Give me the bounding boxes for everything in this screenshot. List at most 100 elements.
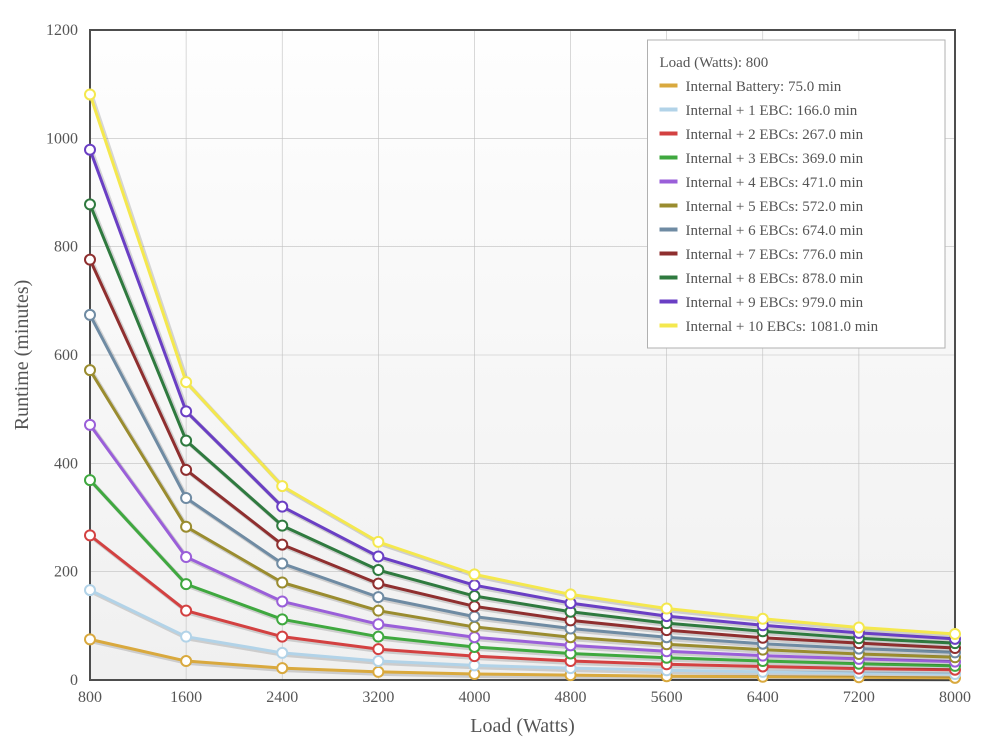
series-marker <box>85 89 95 99</box>
series-marker <box>277 663 287 673</box>
series-marker <box>181 493 191 503</box>
series-marker <box>469 632 479 642</box>
legend-swatch <box>660 276 678 280</box>
legend-item-label: Internal + 2 EBCs: 267.0 min <box>686 127 864 143</box>
x-tick-label: 7200 <box>843 689 875 706</box>
series-marker <box>469 612 479 622</box>
series-marker <box>373 565 383 575</box>
series-marker <box>373 667 383 677</box>
series-marker <box>469 569 479 579</box>
legend-swatch <box>660 300 678 304</box>
y-tick-label: 1000 <box>46 130 78 147</box>
y-tick-label: 0 <box>70 672 78 689</box>
series-marker <box>469 622 479 632</box>
series-marker <box>181 522 191 532</box>
series-marker <box>469 580 479 590</box>
series-marker <box>277 521 287 531</box>
series-marker <box>277 502 287 512</box>
series-marker <box>277 632 287 642</box>
series-marker <box>373 592 383 602</box>
series-marker <box>566 589 576 599</box>
x-tick-label: 5600 <box>651 689 683 706</box>
x-tick-label: 4800 <box>555 689 587 706</box>
series-marker <box>85 530 95 540</box>
legend-item-label: Internal + 4 EBCs: 471.0 min <box>686 175 864 191</box>
series-marker <box>181 377 191 387</box>
series-marker <box>85 585 95 595</box>
series-marker <box>277 596 287 606</box>
legend-item-label: Internal + 10 EBCs: 1081.0 min <box>686 319 879 335</box>
legend-swatch <box>660 324 678 328</box>
legend-item-label: Internal + 8 EBCs: 878.0 min <box>686 271 864 287</box>
series-marker <box>277 559 287 569</box>
y-axis-label: Runtime (minutes) <box>11 280 33 431</box>
legend-item-label: Internal Battery: 75.0 min <box>686 79 842 95</box>
x-tick-label: 4000 <box>458 689 490 706</box>
series-marker <box>373 537 383 547</box>
legend-item-label: Internal + 7 EBCs: 776.0 min <box>686 247 864 263</box>
chart-svg: 800 1600 2400 3200 4000 4800 5600 6400 7200 8000 0… <box>0 0 1000 750</box>
y-tick-label: 400 <box>54 455 78 472</box>
series-marker <box>277 540 287 550</box>
series-marker <box>662 604 672 614</box>
series-marker <box>277 481 287 491</box>
legend-title: Load (Watts): 800 <box>660 55 769 71</box>
series-marker <box>277 578 287 588</box>
series-marker <box>758 614 768 624</box>
series-marker <box>373 579 383 589</box>
legend-swatch <box>660 84 678 88</box>
series-marker <box>181 606 191 616</box>
legend-swatch <box>660 228 678 232</box>
series-marker <box>85 475 95 485</box>
series-marker <box>373 552 383 562</box>
series-marker <box>85 145 95 155</box>
series-marker <box>469 591 479 601</box>
series-marker <box>181 579 191 589</box>
x-tick-label: 1600 <box>170 689 202 706</box>
series-marker <box>373 656 383 666</box>
legend-swatch <box>660 132 678 136</box>
runtime-chart: 800 1600 2400 3200 4000 4800 5600 6400 7200 8000 0… <box>0 0 1000 750</box>
legend-swatch <box>660 108 678 112</box>
legend-swatch <box>660 252 678 256</box>
series-marker <box>469 601 479 611</box>
x-axis-label: Load (Watts) <box>470 715 574 737</box>
series-marker <box>181 552 191 562</box>
x-tick-label: 3200 <box>362 689 394 706</box>
legend-item-label: Internal + 1 EBC: 166.0 min <box>686 103 858 119</box>
series-marker <box>469 642 479 652</box>
y-tick-label: 1200 <box>46 22 78 39</box>
series-marker <box>181 632 191 642</box>
x-tick-label: 6400 <box>747 689 779 706</box>
series-marker <box>85 255 95 265</box>
series-marker <box>85 420 95 430</box>
legend-swatch <box>660 204 678 208</box>
x-tick-label: 2400 <box>266 689 298 706</box>
y-tick-label: 600 <box>54 347 78 364</box>
legend-item-label: Internal + 3 EBCs: 369.0 min <box>686 151 864 167</box>
y-tick-label: 800 <box>54 239 78 256</box>
x-tick-label: 800 <box>78 689 102 706</box>
series-marker <box>85 199 95 209</box>
legend-item-label: Internal + 6 EBCs: 674.0 min <box>686 223 864 239</box>
series-marker <box>181 656 191 666</box>
series-marker <box>277 614 287 624</box>
series-marker <box>950 629 960 639</box>
y-tick-label: 200 <box>54 564 78 581</box>
legend-swatch <box>660 156 678 160</box>
series-marker <box>373 606 383 616</box>
series-marker <box>85 310 95 320</box>
series-marker <box>85 634 95 644</box>
series-marker <box>181 465 191 475</box>
series-marker <box>277 648 287 658</box>
legend-item-label: Internal + 9 EBCs: 979.0 min <box>686 295 864 311</box>
legend-item-label: Internal + 5 EBCs: 572.0 min <box>686 199 864 215</box>
series-marker <box>181 436 191 446</box>
series-marker <box>181 406 191 416</box>
legend-swatch <box>660 180 678 184</box>
x-tick-label: 8000 <box>939 689 971 706</box>
series-marker <box>373 632 383 642</box>
series-marker <box>854 622 864 632</box>
series-marker <box>85 365 95 375</box>
series-marker <box>373 619 383 629</box>
